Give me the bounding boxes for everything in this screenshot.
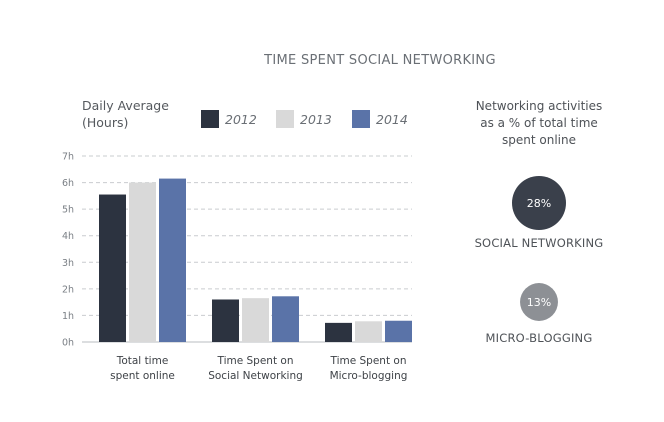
- y-tick-label: 4h: [62, 231, 74, 242]
- bar-2014-category-1: [159, 178, 186, 342]
- y-axis-label-line-1: Daily Average: [82, 98, 169, 113]
- bar-2012-category-2: [212, 299, 239, 342]
- category-label: Time Spent on: [216, 355, 293, 367]
- category-label: Micro-blogging: [330, 370, 408, 382]
- category-label: Total time: [116, 355, 169, 367]
- legend-swatch-2013: [276, 110, 294, 128]
- y-tick-label: 1h: [62, 311, 74, 322]
- bars: [99, 178, 412, 342]
- bar-2014-category-3: [385, 320, 412, 342]
- percentage-value: 28%: [527, 197, 551, 210]
- y-tick-label: 7h: [62, 152, 74, 163]
- side-panel: Networking activities as a % of total tim…: [475, 99, 604, 345]
- percentage-circle: [520, 283, 558, 321]
- legend: 2012 2013 2014: [201, 110, 408, 128]
- legend-label-2014: 2014: [376, 112, 408, 127]
- y-axis-ticks: 0h 1h 2h 3h 4h 5h 6h 7h: [62, 152, 74, 349]
- bar-2014-category-2: [272, 296, 299, 342]
- percentage-label: SOCIAL NETWORKING: [475, 236, 604, 250]
- percentage-value: 13%: [527, 296, 551, 309]
- legend-label-2013: 2013: [300, 112, 332, 127]
- legend-label-2012: 2012: [225, 112, 257, 127]
- bar-2012-category-3: [325, 322, 352, 342]
- y-axis-label-line-2: (Hours): [82, 115, 128, 130]
- side-panel-heading: Networking activities: [476, 99, 603, 113]
- bar-2013-category-3: [355, 321, 382, 342]
- legend-swatch-2014: [352, 110, 370, 128]
- side-panel-heading: spent online: [502, 133, 576, 147]
- category-label: Social Networking: [208, 370, 303, 382]
- legend-swatch-2012: [201, 110, 219, 128]
- chart-title: TIME SPENT SOCIAL NETWORKING: [263, 53, 496, 68]
- y-tick-label: 3h: [62, 258, 74, 269]
- category-label: spent online: [110, 370, 175, 382]
- bar-2013-category-1: [129, 182, 156, 342]
- side-panel-heading: as a % of total time: [480, 116, 598, 130]
- bar-2013-category-2: [242, 298, 269, 342]
- y-tick-label: 6h: [62, 178, 74, 189]
- category-label: Time Spent on: [329, 355, 406, 367]
- bar-2012-category-1: [99, 194, 126, 342]
- y-tick-label: 5h: [62, 205, 74, 216]
- y-tick-label: 2h: [62, 284, 74, 295]
- percentage-circle: [512, 176, 566, 230]
- y-tick-label: 0h: [62, 338, 74, 349]
- percentage-label: MICRO-BLOGGING: [486, 331, 593, 345]
- x-axis-categories: Total time spent online Time Spent on Socia…: [110, 355, 407, 382]
